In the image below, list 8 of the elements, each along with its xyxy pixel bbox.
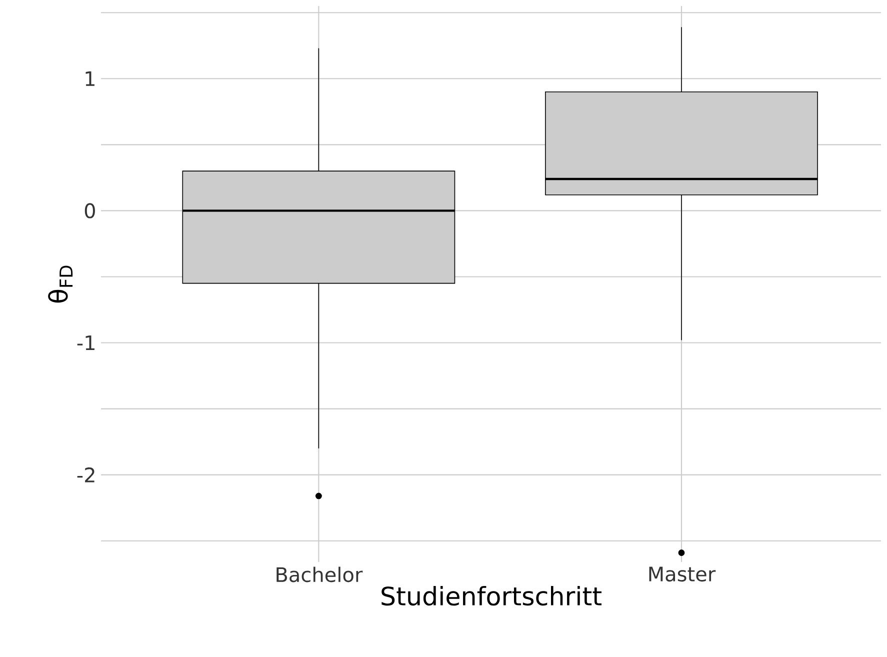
y-tick-label: 1: [86, 71, 94, 86]
x-tick-label: Bachelor: [276, 566, 363, 582]
y-tick-label: -2: [77, 467, 94, 482]
y-tick-label: -1: [77, 335, 94, 350]
x-tick-label: Master: [649, 566, 716, 582]
y-axis-title: θ$_{FD}$: [48, 266, 73, 303]
x-axis-title: Studienfortschritt: [382, 586, 602, 606]
y-tick-label: 0: [84, 203, 95, 218]
